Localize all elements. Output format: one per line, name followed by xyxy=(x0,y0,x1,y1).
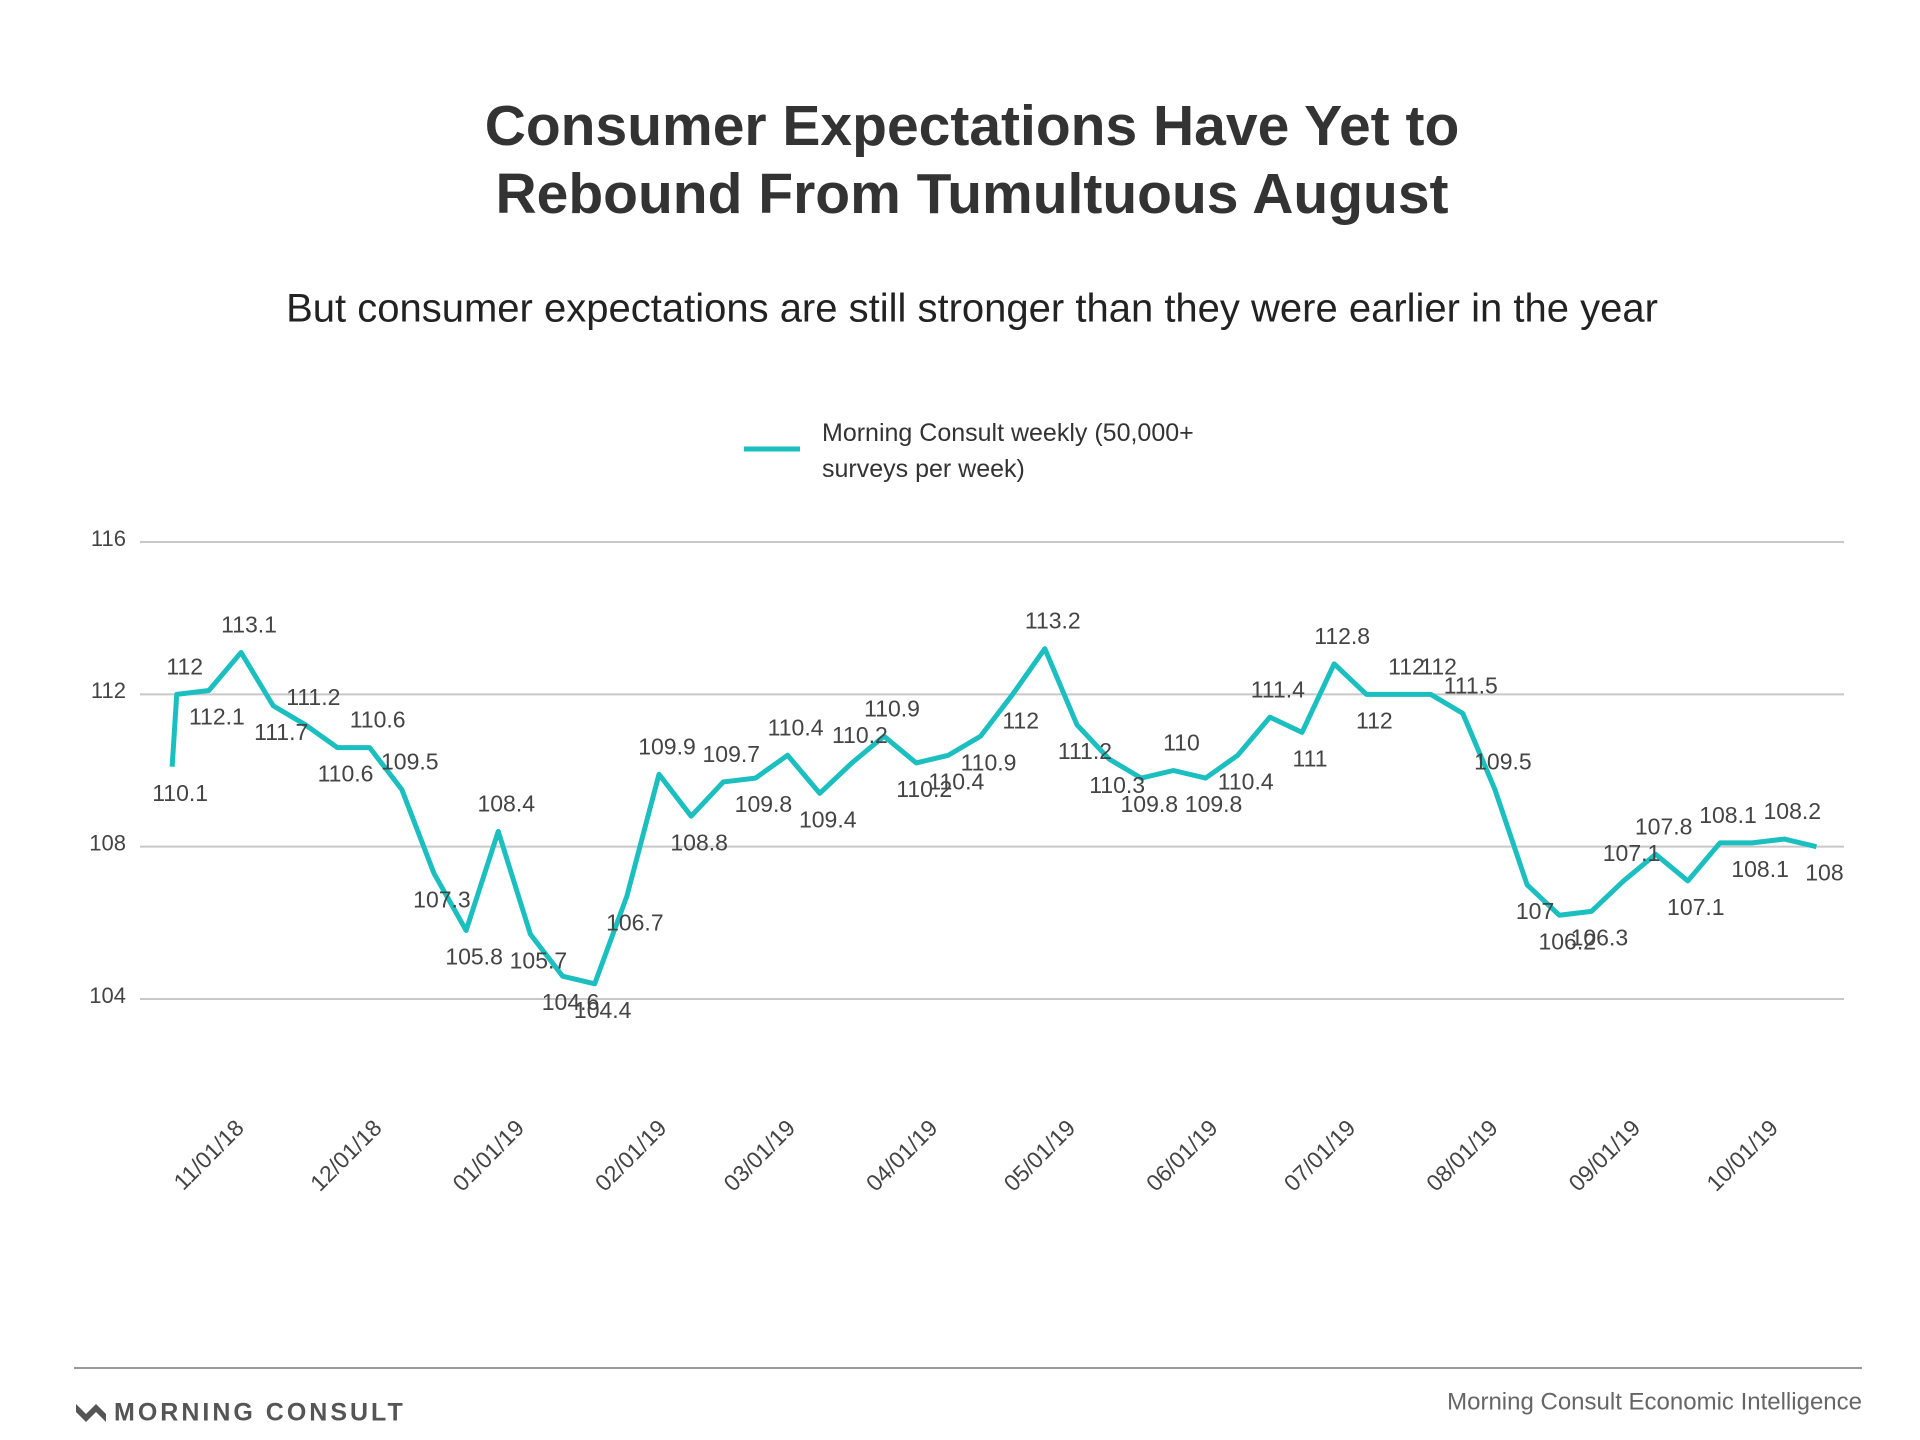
data-label: 111.2 xyxy=(286,684,340,710)
data-label: 108 xyxy=(1805,860,1843,886)
data-label: 108.1 xyxy=(1699,802,1757,828)
data-label: 113.1 xyxy=(221,612,277,638)
data-label: 109.9 xyxy=(638,733,696,759)
data-label: 110.4 xyxy=(1218,768,1274,794)
data-label: 109.8 xyxy=(735,791,793,817)
data-label: 110 xyxy=(1163,730,1200,756)
brand: MORNING CONSULT xyxy=(114,1399,406,1427)
data-label: 110.3 xyxy=(1089,772,1145,798)
data-label: 109.7 xyxy=(703,741,761,767)
x-tick-label: 08/01/19 xyxy=(1421,1114,1503,1196)
x-tick-label: 09/01/19 xyxy=(1563,1114,1645,1196)
y-tick-label: 108 xyxy=(89,830,126,855)
data-label: 111.5 xyxy=(1444,672,1498,698)
data-label: 111.7 xyxy=(254,719,308,745)
data-label: 112 xyxy=(1420,653,1457,679)
data-label: 112 xyxy=(1356,707,1393,733)
data-label: 111.2 xyxy=(1058,738,1112,764)
chart-title: Rebound From Tumultuous August xyxy=(495,162,1448,226)
y-tick-label: 112 xyxy=(91,678,126,703)
data-label: 108.1 xyxy=(1731,856,1789,882)
y-tick-label: 104 xyxy=(89,983,126,1008)
data-label: 105.8 xyxy=(445,944,503,970)
data-label: 106.2 xyxy=(1538,928,1596,954)
x-tick-label: 10/01/19 xyxy=(1701,1114,1783,1196)
data-label: 109.4 xyxy=(799,806,857,832)
data-label: 110.6 xyxy=(350,707,406,733)
data-label: 108.2 xyxy=(1764,798,1822,824)
x-tick-label: 05/01/19 xyxy=(999,1114,1081,1196)
chart-title: Consumer Expectations Have Yet to xyxy=(485,94,1460,158)
x-tick-label: 11/01/18 xyxy=(168,1114,248,1194)
legend-label: Morning Consult weekly (50,000+ surveys … xyxy=(822,419,1194,483)
x-tick-label: 01/01/19 xyxy=(447,1114,529,1196)
data-label: 110.2 xyxy=(896,776,952,802)
data-label: 111.4 xyxy=(1251,676,1305,702)
data-label: 107.1 xyxy=(1667,894,1725,920)
data-label: 106.7 xyxy=(606,909,664,935)
data-label: 107 xyxy=(1516,898,1554,924)
data-label: 112.1 xyxy=(189,704,245,730)
data-label: 106.3 xyxy=(1571,924,1629,950)
data-label: 110.9 xyxy=(864,695,920,721)
data-label: 107.3 xyxy=(413,886,471,912)
x-tick-label: 03/01/19 xyxy=(718,1114,800,1196)
data-label: 112 xyxy=(166,653,203,679)
data-label: 110.4 xyxy=(928,768,984,794)
data-label: 113.2 xyxy=(1025,608,1081,634)
data-label: 110.2 xyxy=(832,722,888,748)
y-tick-label: 116 xyxy=(91,526,126,551)
x-tick-label: 04/01/19 xyxy=(861,1114,943,1196)
data-label: 109.5 xyxy=(1474,749,1532,775)
series-line xyxy=(169,646,1818,987)
data-label: 112 xyxy=(1388,653,1425,679)
data-label: 109.8 xyxy=(1120,791,1178,817)
data-label: 104.6 xyxy=(542,989,600,1015)
data-label: 112 xyxy=(1002,707,1039,733)
data-label: 108.4 xyxy=(477,791,535,817)
x-tick-label: 07/01/19 xyxy=(1279,1114,1361,1196)
data-label: 111 xyxy=(1293,745,1328,771)
data-label: 109.5 xyxy=(381,749,439,775)
data-label: 110.4 xyxy=(768,714,824,740)
data-label: 104.4 xyxy=(574,997,632,1023)
source: Morning Consult Economic Intelligence xyxy=(1447,1388,1862,1415)
data-label: 112.8 xyxy=(1314,623,1370,649)
logo-mark xyxy=(76,1404,106,1422)
data-label: 110.6 xyxy=(318,761,374,787)
data-label: 105.7 xyxy=(510,947,568,973)
data-label: 107.8 xyxy=(1635,813,1693,839)
data-label: 109.8 xyxy=(1185,791,1243,817)
x-tick-label: 12/01/18 xyxy=(305,1114,387,1196)
data-label: 110.9 xyxy=(961,749,1017,775)
data-label: 107.1 xyxy=(1603,840,1661,866)
x-tick-label: 02/01/19 xyxy=(590,1114,672,1196)
data-label: 108.8 xyxy=(670,829,728,855)
data-label: 110.1 xyxy=(152,780,208,806)
chart-subtitle: But consumer expectations are still stro… xyxy=(286,287,1658,331)
x-tick-label: 06/01/19 xyxy=(1141,1114,1223,1196)
